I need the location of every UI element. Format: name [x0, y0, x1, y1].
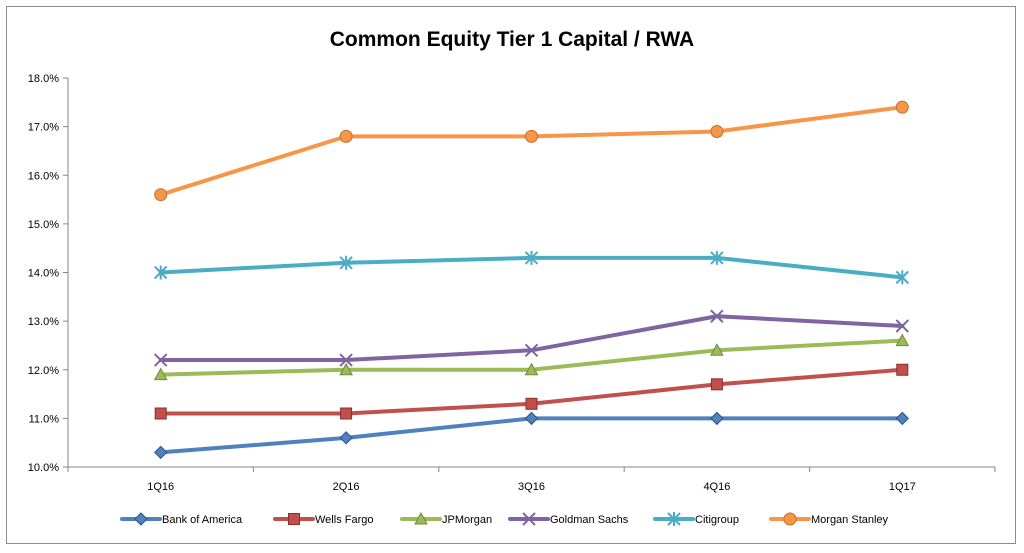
legend-item: Bank of America	[120, 512, 243, 526]
legend-marker	[288, 513, 300, 525]
chart-frame	[6, 6, 1016, 544]
data-point	[339, 129, 353, 143]
legend-marker	[414, 511, 428, 525]
legend-label: Wells Fargo	[315, 514, 373, 526]
data-point	[153, 445, 168, 460]
data-point	[339, 431, 353, 445]
y-tick-label: 12.0%	[28, 365, 59, 377]
y-tick-label: 14.0%	[28, 268, 59, 280]
legend-marker	[522, 512, 536, 526]
y-tick-label: 17.0%	[28, 122, 59, 134]
data-point	[710, 343, 724, 356]
legend-label: Bank of America	[162, 514, 243, 526]
y-tick-label: 15.0%	[28, 219, 59, 231]
legend-label: JPMorgan	[442, 514, 492, 526]
data-point	[154, 188, 168, 202]
series-bank-of-america	[153, 411, 910, 460]
data-point	[153, 265, 168, 280]
x-tick-label: 2Q16	[333, 481, 360, 493]
series-wells-fargo	[154, 363, 909, 420]
series-layer	[153, 100, 910, 460]
data-point	[710, 124, 724, 138]
x-tick-label: 4Q16	[703, 481, 730, 493]
legend-label: Citigroup	[695, 514, 739, 526]
data-point	[524, 362, 539, 376]
series-line	[158, 105, 905, 197]
data-point	[153, 353, 168, 367]
y-tick-label: 18.0%	[28, 73, 59, 85]
data-point	[710, 411, 724, 426]
data-point	[339, 362, 353, 376]
legend: Bank of America Wells Fargo JPMorgan Goldma…	[120, 511, 889, 526]
legend-item: JPMorgan	[400, 511, 492, 526]
legend-marker	[134, 512, 148, 526]
series-jpmorgan	[153, 333, 910, 381]
data-point	[154, 407, 167, 420]
data-point	[525, 129, 538, 143]
data-point	[895, 100, 909, 114]
y-tick-label: 10.0%	[28, 462, 59, 474]
axes: 10.0% 11.0% 12.0% 13.0% 14.0% 15.0% 16.0% 17.0%…	[28, 73, 996, 493]
legend-label: Morgan Stanley	[811, 514, 889, 526]
series-goldman-sachs	[153, 309, 910, 367]
data-point	[895, 270, 910, 285]
x-tick-label: 3Q16	[518, 481, 545, 493]
data-point	[340, 407, 353, 420]
data-point	[895, 411, 910, 426]
data-point	[153, 367, 168, 381]
legend-item: Morgan Stanley	[769, 512, 889, 526]
data-point	[525, 397, 538, 410]
legend-item: Wells Fargo	[273, 513, 373, 526]
data-point	[339, 255, 353, 270]
data-point	[524, 411, 539, 426]
data-point	[524, 250, 539, 265]
data-point	[895, 333, 910, 347]
series-line	[158, 314, 905, 363]
legend-marker	[783, 512, 797, 526]
data-point	[524, 343, 539, 358]
series-morgan-stanley	[154, 100, 909, 202]
legend-label: Goldman Sachs	[550, 514, 629, 526]
chart-title: Common Equity Tier 1 Capital / RWA	[329, 28, 695, 51]
data-point	[710, 309, 724, 323]
legend-item: Citigroup	[653, 512, 739, 526]
x-tick-label: 1Q17	[889, 481, 916, 493]
x-tick-label: 1Q16	[147, 481, 174, 493]
data-point	[339, 353, 353, 367]
data-point	[710, 250, 724, 265]
data-point	[710, 378, 723, 391]
y-tick-label: 16.0%	[28, 170, 59, 182]
data-point	[895, 319, 910, 333]
series-citigroup	[153, 250, 910, 285]
y-tick-label: 13.0%	[28, 316, 59, 328]
data-point	[896, 363, 909, 376]
legend-marker	[667, 512, 681, 526]
y-tick-label: 11.0%	[29, 413, 60, 425]
legend-item: Goldman Sachs	[508, 512, 629, 526]
